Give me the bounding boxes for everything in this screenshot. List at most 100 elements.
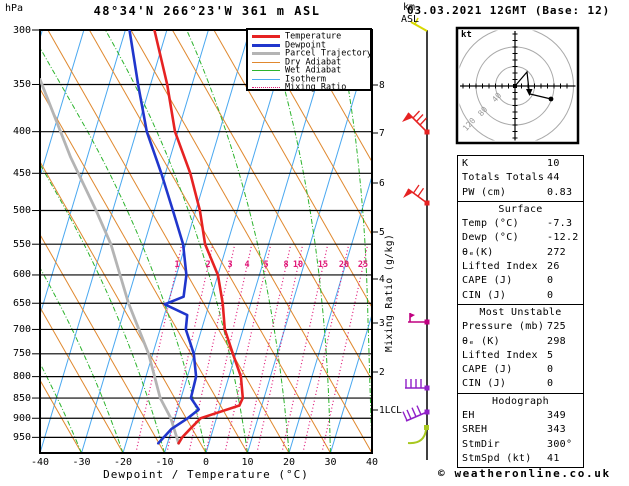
indices-row: θₑ(K) 272 xyxy=(458,246,583,260)
indices-section-title: Most Unstable xyxy=(479,306,562,318)
pressure-tick-label: 700 xyxy=(12,323,31,335)
indices-row: Lifted Index 5 xyxy=(458,349,583,363)
pressure-unit-label: hPa xyxy=(5,3,24,14)
pressure-tick-label: 950 xyxy=(12,431,31,443)
wind-barb-tip xyxy=(410,17,428,32)
temperature-tick-label: -10 xyxy=(155,457,174,468)
indices-section: Surface Temp (°C) -7.3 Dewp (°C) -12.2 θₑ(K) 2… xyxy=(457,200,584,305)
indices-row: CAPE (J) 0 xyxy=(458,274,583,288)
legend-item-label: Mixing Ratio xyxy=(285,82,347,93)
legend-line-swatch xyxy=(252,78,280,80)
indices-row-label: EH xyxy=(462,410,475,422)
indices-row-value: 10 xyxy=(547,158,560,169)
legend: Temperature Dewpoint Parcel Trajectory Dry … xyxy=(246,28,372,92)
indices-row-label: Lifted Index xyxy=(462,261,538,273)
legend-item: Wet Adiabat xyxy=(252,66,370,75)
wind-barb-flag3 xyxy=(402,110,430,135)
indices-row-label: Lifted Index xyxy=(462,349,538,361)
indices-row: PW (cm) 0.83 xyxy=(458,186,583,200)
mixing-ratio-axis-caption: Mixing Ratio (g/kg) xyxy=(384,233,395,352)
indices-row: K 10 xyxy=(458,157,583,171)
pressure-tick-label: 550 xyxy=(12,238,31,250)
indices-row-label: Pressure (mb) xyxy=(462,321,545,333)
legend-line-swatch xyxy=(252,87,280,88)
indices-row-value: 5 xyxy=(547,349,554,361)
km-tick-label: 8 xyxy=(379,79,385,91)
indices-row-label: SREH xyxy=(462,424,488,436)
legend-item: Parcel Trajectory xyxy=(252,48,372,59)
temperature-tick-label: -40 xyxy=(30,457,50,468)
legend-line-swatch xyxy=(252,35,280,38)
legend-item-label: Parcel Trajectory xyxy=(285,48,372,59)
indices-row-value: 0.83 xyxy=(547,186,573,198)
indices-row-value: 0 xyxy=(547,275,554,287)
indices-row: Lifted Index 26 xyxy=(458,260,583,274)
indices-tables: K 10 Totals Totals 44 PW (cm) 0.83 Surface Temp… xyxy=(457,155,584,469)
indices-section: Most Unstable Pressure (mb) 725 θₑ (K) 298 Li… xyxy=(457,303,584,394)
legend-item: Isotherm xyxy=(252,73,370,84)
indices-row-label: StmDir xyxy=(462,438,500,450)
indices-row-label: Temp (°C) xyxy=(462,218,519,230)
hodograph-unit-label: kt xyxy=(461,30,472,40)
temperature-tick-label: -30 xyxy=(72,457,91,468)
pressure-tick-label: 800 xyxy=(12,371,31,383)
temperature-tick-label: 20 xyxy=(282,457,296,468)
indices-row: Pressure (mb) 725 xyxy=(458,320,583,334)
indices-row-value: 298 xyxy=(547,335,566,347)
wind-barb-column xyxy=(402,17,430,460)
mixing-ratio-label: 4 xyxy=(244,260,250,270)
indices-row-value: 725 xyxy=(547,321,566,333)
indices-row-value: 0 xyxy=(547,364,554,376)
indices-row-value: -12.2 xyxy=(547,232,579,244)
indices-row-label: Totals Totals xyxy=(462,172,545,184)
mixing-ratio-label: 5 xyxy=(263,260,269,270)
indices-row-label: CAPE (J) xyxy=(462,364,513,376)
wind-barb-curl xyxy=(407,425,429,445)
pressure-tick-label: 450 xyxy=(12,167,31,179)
km-tick-label: 1LCL xyxy=(379,404,402,416)
dewpoint-curve xyxy=(128,30,200,445)
indices-row: StmSpd (kt) 41 xyxy=(458,452,583,466)
legend-item: Temperature xyxy=(252,32,370,41)
pressure-tick-label: 300 xyxy=(12,24,31,36)
mixing-ratio-label: 2 xyxy=(205,260,211,270)
km-tick-label: 7 xyxy=(379,127,385,139)
indices-row-value: 44 xyxy=(547,172,560,184)
pressure-tick-label: 750 xyxy=(12,348,31,360)
legend-item-label: Dry Adiabat xyxy=(285,56,342,67)
km-tick-label: 2 xyxy=(379,366,385,378)
legend-item: Mixing Ratio xyxy=(252,83,370,92)
indices-row-value: 349 xyxy=(547,410,566,422)
indices-section: K 10 Totals Totals 44 PW (cm) 0.83 xyxy=(457,155,584,202)
indices-row-label: PW (cm) xyxy=(462,186,507,198)
altitude-unit-km: km xyxy=(403,2,416,13)
station-title: 48°34'N 266°23'W 361 m ASL xyxy=(93,4,321,18)
legend-item-label: Isotherm xyxy=(285,73,326,84)
mixing-ratio-label: 20 xyxy=(338,260,350,270)
mixing-ratio-label: 10 xyxy=(292,260,304,270)
temperature-curve xyxy=(153,30,245,445)
indices-row-value: 272 xyxy=(547,246,566,258)
indices-row-value: 343 xyxy=(547,424,566,436)
pressure-tick-label: 850 xyxy=(12,392,31,404)
copyright: © weatheronline.co.uk xyxy=(438,467,611,480)
indices-row-label: Dewp (°C) xyxy=(462,232,519,244)
indices-row: StmDir 300° xyxy=(458,438,583,452)
legend-item: Dry Adiabat xyxy=(252,56,370,67)
indices-row-label: CIN (J) xyxy=(462,289,507,301)
legend-line-swatch xyxy=(252,52,280,55)
indices-row-value: 300° xyxy=(547,438,573,450)
valid-date-label: 03.03.2021 12GMT (Base: 12) xyxy=(407,4,611,17)
temperature-tick-label: 40 xyxy=(365,457,379,468)
wind-barb-hook xyxy=(408,313,430,325)
indices-section: Hodograph EH 349 SREH 343 StmDir 300° StmSpd (k… xyxy=(457,392,584,469)
indices-row-value: 0 xyxy=(547,289,554,301)
mixing-ratio-label: 25 xyxy=(357,260,369,270)
indices-row-label: θₑ(K) xyxy=(462,246,494,258)
temperature-tick-label: 30 xyxy=(324,457,337,468)
indices-section-title: Surface xyxy=(498,203,543,215)
temperature-tick-label: 10 xyxy=(241,457,254,468)
indices-row: EH 349 xyxy=(458,409,583,423)
temperature-tick-label: -20 xyxy=(113,457,133,468)
x-axis-caption: Dewpoint / Temperature (°C) xyxy=(103,468,309,481)
